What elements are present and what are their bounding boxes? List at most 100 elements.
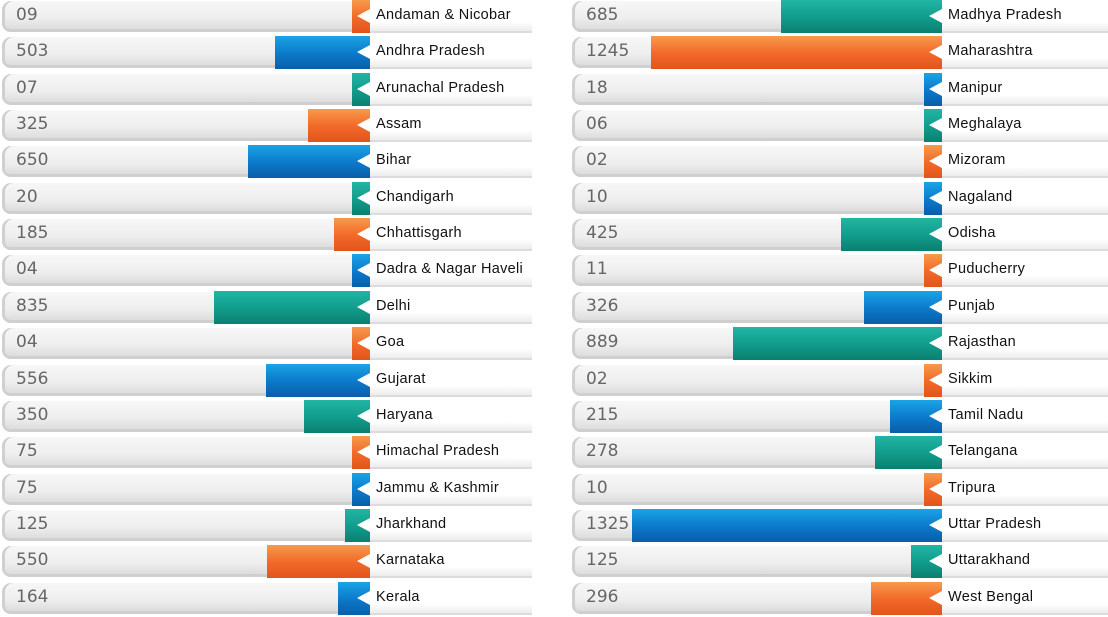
category-label-area: Chhattisgarh bbox=[370, 218, 532, 251]
bar-row: 325 Assam bbox=[2, 109, 532, 142]
bar-pointer bbox=[357, 154, 370, 168]
data-label: 503 bbox=[16, 41, 49, 61]
bar-pointer bbox=[929, 227, 942, 241]
data-label: 18 bbox=[586, 78, 608, 98]
bar-mark bbox=[864, 291, 942, 324]
bar-track bbox=[2, 255, 370, 286]
bar-mark bbox=[334, 218, 370, 251]
category-label: Jharkhand bbox=[376, 516, 447, 532]
data-label: 10 bbox=[586, 478, 608, 498]
bar-mark bbox=[890, 400, 942, 433]
data-label: 296 bbox=[586, 587, 619, 607]
bar-row: 685 Madhya Pradesh bbox=[572, 0, 1108, 33]
category-label-area: Bihar bbox=[370, 145, 532, 178]
data-label: 75 bbox=[16, 478, 38, 498]
bar-row: 18 Manipur bbox=[572, 73, 1108, 106]
bar-row: 550 Karnataka bbox=[2, 545, 532, 578]
bar-mark bbox=[352, 327, 370, 360]
data-label: 125 bbox=[586, 550, 619, 570]
bar-mark bbox=[308, 109, 370, 142]
category-label-area: Maharashtra bbox=[942, 36, 1108, 69]
bar-row: 296 West Bengal bbox=[572, 582, 1108, 615]
bar-pointer bbox=[357, 118, 370, 132]
category-label-area: Gujarat bbox=[370, 364, 532, 397]
category-label: Rajasthan bbox=[948, 334, 1016, 350]
category-label-area: Puducherry bbox=[942, 254, 1108, 287]
bar-track bbox=[2, 474, 370, 505]
bar-pointer bbox=[357, 482, 370, 496]
category-label-area: Chandigarh bbox=[370, 182, 532, 215]
category-label-area: Manipur bbox=[942, 73, 1108, 106]
bar-track bbox=[2, 437, 370, 468]
bar-mark bbox=[841, 218, 942, 251]
bar-mark bbox=[651, 36, 942, 69]
bar-row: 1245 Maharashtra bbox=[572, 36, 1108, 69]
category-label: Puducherry bbox=[948, 261, 1026, 277]
category-label: Punjab bbox=[948, 298, 995, 314]
data-label: 278 bbox=[586, 441, 619, 461]
bar-pointer bbox=[357, 82, 370, 96]
category-label-area: Tamil Nadu bbox=[942, 400, 1108, 433]
category-label: Telangana bbox=[948, 443, 1018, 459]
bar-track bbox=[572, 365, 942, 396]
category-label: Kerala bbox=[376, 589, 420, 605]
category-label-area: Jharkhand bbox=[370, 509, 532, 542]
bar-pointer bbox=[357, 300, 370, 314]
bar-pointer bbox=[929, 9, 942, 23]
data-label: 07 bbox=[16, 78, 38, 98]
category-label-area: Tripura bbox=[942, 473, 1108, 506]
bar-pointer bbox=[357, 591, 370, 605]
bar-pointer bbox=[357, 445, 370, 459]
bar-pointer bbox=[929, 336, 942, 350]
bar-pointer bbox=[929, 82, 942, 96]
bar-track bbox=[572, 146, 942, 177]
category-label: Assam bbox=[376, 116, 422, 132]
bar-track bbox=[2, 510, 370, 541]
category-label-area: West Bengal bbox=[942, 582, 1108, 615]
bar-mark bbox=[924, 109, 942, 142]
data-label: 125 bbox=[16, 514, 49, 534]
bar-track bbox=[572, 474, 942, 505]
bar-mark bbox=[352, 0, 370, 33]
bar-row: 125 Uttarakhand bbox=[572, 545, 1108, 578]
category-label: Mizoram bbox=[948, 152, 1006, 168]
data-label: 889 bbox=[586, 332, 619, 352]
data-label: 20 bbox=[16, 187, 38, 207]
category-label-area: Rajasthan bbox=[942, 327, 1108, 360]
bar-mark bbox=[924, 73, 942, 106]
category-label: Chandigarh bbox=[376, 189, 454, 205]
data-label: 350 bbox=[16, 405, 49, 425]
bar-mark bbox=[352, 254, 370, 287]
category-label: Karnataka bbox=[376, 552, 445, 568]
bar-track bbox=[572, 546, 942, 577]
category-label: Jammu & Kashmir bbox=[376, 480, 499, 496]
bar-pointer bbox=[357, 227, 370, 241]
bar-pointer bbox=[929, 263, 942, 277]
category-label-area: Dadra & Nagar Haveli bbox=[370, 254, 532, 287]
bar-track bbox=[572, 183, 942, 214]
category-label: Meghalaya bbox=[948, 116, 1022, 132]
data-label: 02 bbox=[586, 369, 608, 389]
data-label: 325 bbox=[16, 114, 49, 134]
bar-row: 10 Nagaland bbox=[572, 182, 1108, 215]
bar-pointer bbox=[357, 554, 370, 568]
category-label: Haryana bbox=[376, 407, 433, 423]
bar-row: 835 Delhi bbox=[2, 291, 532, 324]
bar-mark bbox=[875, 436, 942, 469]
bar-mark bbox=[924, 364, 942, 397]
category-label-area: Uttar Pradesh bbox=[942, 509, 1108, 542]
category-label: Delhi bbox=[376, 298, 411, 314]
category-label-area: Punjab bbox=[942, 291, 1108, 324]
bar-mark bbox=[248, 145, 370, 178]
category-label: Manipur bbox=[948, 80, 1003, 96]
data-label: 10 bbox=[586, 187, 608, 207]
data-label: 1245 bbox=[586, 41, 630, 61]
bar-pointer bbox=[357, 45, 370, 59]
bar-mark bbox=[632, 509, 942, 542]
bar-pointer bbox=[357, 336, 370, 350]
bar-row: 125 Jharkhand bbox=[2, 509, 532, 542]
category-label-area: Madhya Pradesh bbox=[942, 0, 1108, 33]
category-label-area: Andhra Pradesh bbox=[370, 36, 532, 69]
bar-mark bbox=[275, 36, 370, 69]
category-label-area: Jammu & Kashmir bbox=[370, 473, 532, 506]
